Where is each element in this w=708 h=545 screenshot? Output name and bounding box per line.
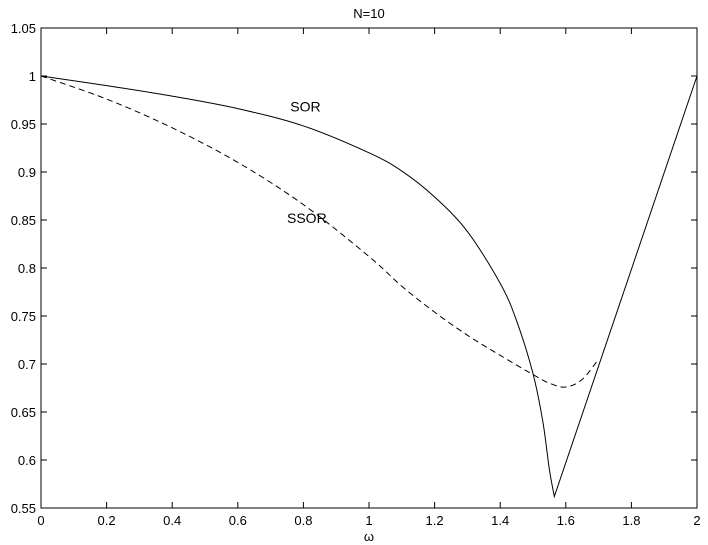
series-layer <box>40 75 698 499</box>
x-tick-label: 1 <box>365 513 372 528</box>
series-line-sor <box>40 75 698 499</box>
y-tick-label: 1.05 <box>11 21 36 36</box>
y-tick-label: 0.7 <box>18 357 36 372</box>
y-tick-label: 0.55 <box>11 501 36 516</box>
x-tick-label: 1.8 <box>622 513 640 528</box>
x-tick-label: 1.6 <box>557 513 575 528</box>
x-tick-label: 0.2 <box>98 513 116 528</box>
x-tick-label: 0.4 <box>163 513 181 528</box>
x-axis-label: ω <box>364 529 374 544</box>
annotation-ssor: SSOR <box>287 210 327 226</box>
y-tick-label: 0.65 <box>11 405 36 420</box>
annotation-sor: SOR <box>290 99 320 115</box>
x-tick-label: 0 <box>37 513 44 528</box>
series-line-ssor <box>40 75 599 388</box>
y-tick-label: 0.6 <box>18 453 36 468</box>
x-tick-label: 0.6 <box>229 513 247 528</box>
x-tick-label: 1.2 <box>426 513 444 528</box>
x-tick-label: 1.4 <box>491 513 509 528</box>
chart-title: N=10 <box>353 6 384 21</box>
y-tick-label: 1 <box>29 69 36 84</box>
y-tick-label: 0.95 <box>11 117 36 132</box>
annotations: SOR SSOR <box>287 99 327 226</box>
y-tick-label: 0.75 <box>11 309 36 324</box>
plot-area <box>40 27 698 509</box>
x-axis: 0 0.2 0.4 0.6 0.8 1 1.2 1.4 1.6 1.8 2 <box>37 28 701 528</box>
y-tick-label: 0.9 <box>18 165 36 180</box>
y-tick-label: 0.8 <box>18 261 36 276</box>
x-tick-label: 2 <box>693 513 700 528</box>
y-tick-label: 0.85 <box>11 213 36 228</box>
x-tick-label: 0.8 <box>294 513 312 528</box>
y-axis: 0.55 0.6 0.65 0.7 0.75 0.8 0.85 0.9 0.95 1 1.05 <box>11 21 697 516</box>
